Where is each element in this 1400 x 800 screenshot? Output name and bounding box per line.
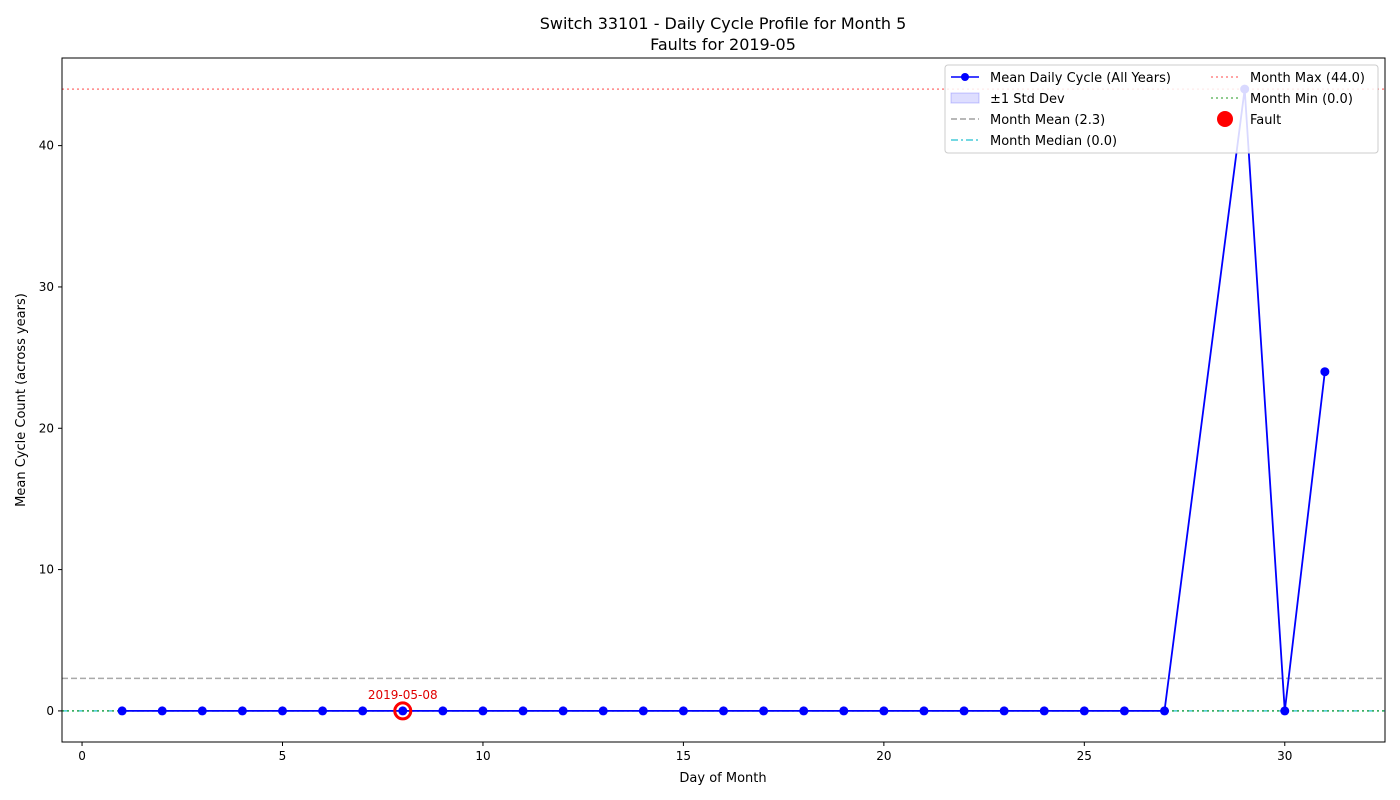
legend-swatch-std-band bbox=[950, 92, 980, 104]
series-line-0 bbox=[122, 88, 1326, 712]
y-axis-label: Mean Cycle Count (across years) bbox=[14, 293, 29, 507]
axis-ticks: 0 5 10 15 20 25 30 0 10 20 30 40 bbox=[39, 139, 1293, 763]
axes-frame bbox=[61, 57, 1386, 743]
legend-marker-fault bbox=[1217, 111, 1233, 127]
data-point-day-12 bbox=[558, 706, 568, 716]
data-point-day-27 bbox=[1160, 706, 1169, 716]
data-point-day-9 bbox=[438, 706, 448, 716]
y-tick-label: 10 bbox=[39, 563, 54, 577]
plot-area: 2019-05-08 bbox=[62, 84, 1385, 721]
data-point-day-15 bbox=[678, 706, 688, 716]
legend-marker-mean-daily bbox=[961, 73, 969, 81]
data-point-day-3 bbox=[197, 706, 207, 716]
legend-label-month-median: Month Median (0.0) bbox=[990, 134, 1117, 149]
data-point-day-11 bbox=[518, 706, 528, 716]
data-point-day-13 bbox=[598, 706, 608, 716]
y-tick-label: 40 bbox=[39, 139, 54, 153]
legend-label-fault: Fault bbox=[1250, 113, 1281, 128]
data-point-day-21 bbox=[919, 706, 929, 716]
legend-label-month-max: Month Max (44.0) bbox=[1250, 71, 1365, 86]
data-point-day-1 bbox=[117, 706, 127, 716]
data-point-day-23 bbox=[999, 706, 1009, 716]
data-point-day-19 bbox=[839, 706, 849, 716]
data-point-day-18 bbox=[799, 706, 809, 716]
y-tick-label: 0 bbox=[46, 704, 54, 718]
legend-box bbox=[944, 64, 1379, 154]
x-tick-label: 30 bbox=[1277, 749, 1292, 763]
chart-title: Switch 33101 - Daily Cycle Profile for M… bbox=[540, 14, 907, 33]
data-point-day-22 bbox=[959, 706, 969, 716]
fault-marker-0 bbox=[393, 701, 413, 721]
data-point-day-17 bbox=[759, 706, 769, 716]
chart-subtitle: Faults for 2019-05 bbox=[650, 35, 796, 54]
data-point-day-2 bbox=[157, 706, 167, 716]
y-tick-label: 30 bbox=[39, 280, 54, 294]
data-point-day-6 bbox=[318, 706, 328, 716]
legend-label-mean-daily: Mean Daily Cycle (All Years) bbox=[990, 71, 1171, 86]
data-point-day-8 bbox=[398, 706, 408, 716]
legend: Mean Daily Cycle (All Years) ±1 Std Dev … bbox=[944, 64, 1379, 154]
fault-annotation-0: 2019-05-08 bbox=[368, 688, 438, 702]
data-point-day-5 bbox=[278, 706, 287, 716]
x-tick-label: 15 bbox=[676, 749, 691, 763]
data-point-day-14 bbox=[638, 706, 648, 716]
data-point-day-24 bbox=[1039, 706, 1049, 716]
legend-label-std-band: ±1 Std Dev bbox=[990, 92, 1065, 107]
data-point-day-16 bbox=[719, 706, 728, 716]
data-point-day-30 bbox=[1280, 706, 1290, 716]
data-point-day-26 bbox=[1119, 706, 1129, 716]
x-tick-label: 5 bbox=[279, 749, 287, 763]
legend-label-month-mean: Month Mean (2.3) bbox=[990, 113, 1105, 128]
y-tick-label: 20 bbox=[39, 421, 54, 435]
data-point-day-31 bbox=[1320, 367, 1330, 377]
x-tick-label: 20 bbox=[876, 749, 891, 763]
x-tick-label: 10 bbox=[475, 749, 490, 763]
data-point-day-7 bbox=[358, 706, 368, 716]
data-point-day-25 bbox=[1079, 706, 1089, 716]
x-tick-label: 0 bbox=[78, 749, 86, 763]
x-axis-label: Day of Month bbox=[679, 771, 766, 786]
data-point-day-20 bbox=[879, 706, 889, 716]
data-point-day-10 bbox=[478, 706, 488, 716]
data-point-day-4 bbox=[237, 706, 247, 716]
x-tick-label: 25 bbox=[1077, 749, 1092, 763]
legend-label-month-min: Month Min (0.0) bbox=[1250, 92, 1353, 107]
